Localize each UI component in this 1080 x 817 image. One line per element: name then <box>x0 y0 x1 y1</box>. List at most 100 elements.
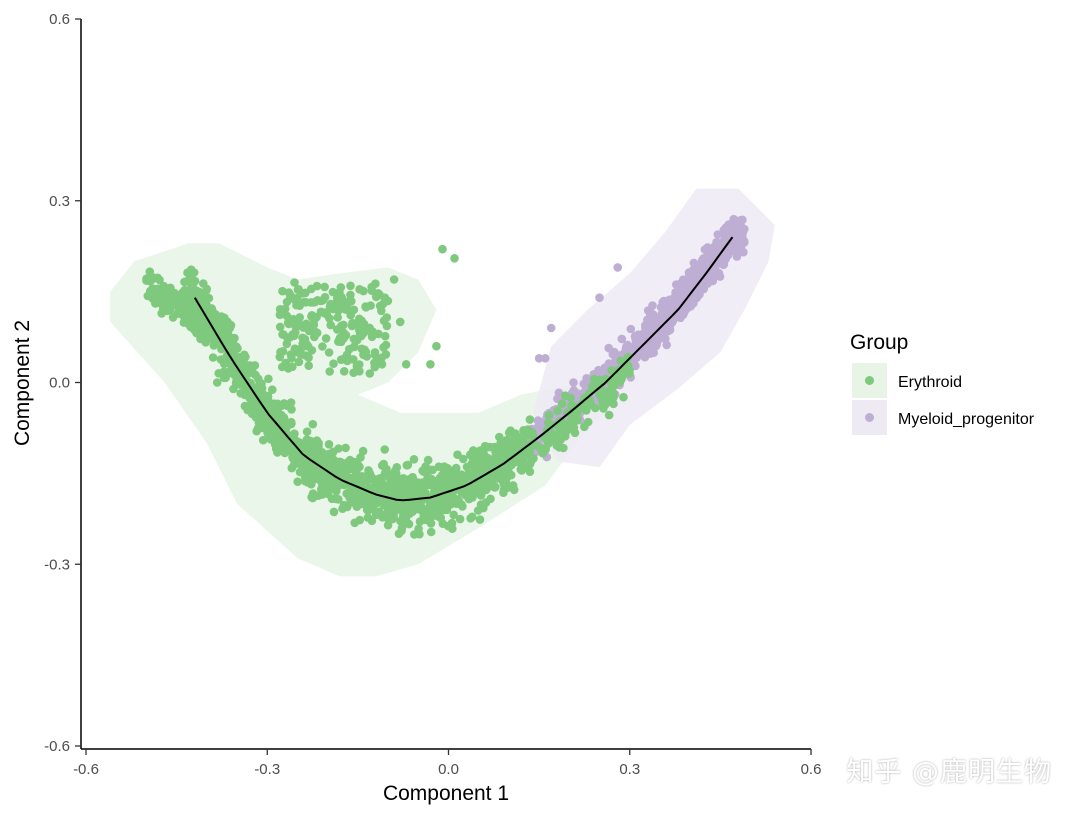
point-erythroid <box>223 317 232 327</box>
point-erythroid <box>275 322 285 332</box>
point-erythroid <box>529 454 538 463</box>
point-erythroid <box>339 320 348 330</box>
point-erythroid <box>607 366 616 375</box>
point-erythroid <box>312 281 322 291</box>
point-erythroid <box>382 464 391 474</box>
legend-marker-erythroid <box>865 376 874 385</box>
point-erythroid <box>342 459 351 469</box>
point-erythroid <box>268 385 277 395</box>
point-erythroid <box>159 281 168 291</box>
point-myeloid <box>723 250 733 260</box>
point-myeloid <box>641 329 651 339</box>
point-erythroid <box>451 463 461 473</box>
point-erythroid <box>379 343 388 352</box>
point-erythroid <box>194 287 203 297</box>
point-erythroid <box>321 334 331 343</box>
point-erythroid <box>435 513 445 522</box>
point-erythroid <box>604 410 614 420</box>
point-erythroid <box>175 303 184 313</box>
point-erythroid <box>361 303 371 312</box>
point-erythroid <box>450 253 459 263</box>
point-erythroid <box>186 279 196 288</box>
point-erythroid <box>268 417 278 426</box>
point-erythroid <box>353 460 363 470</box>
legend-title: Group <box>850 331 908 354</box>
x-tick-label: 0.0 <box>438 761 459 778</box>
point-myeloid <box>534 354 544 363</box>
point-erythroid <box>389 503 399 512</box>
point-erythroid <box>224 339 233 349</box>
point-erythroid <box>346 290 355 300</box>
point-erythroid <box>455 514 465 524</box>
point-erythroid <box>619 392 628 402</box>
point-erythroid <box>424 465 433 474</box>
point-erythroid <box>383 520 393 530</box>
point-erythroid <box>193 325 203 335</box>
point-erythroid <box>301 288 310 298</box>
x-tick-label: -0.6 <box>73 761 99 778</box>
point-erythroid <box>337 293 346 302</box>
point-myeloid <box>680 299 690 308</box>
point-erythroid <box>370 350 380 360</box>
point-erythroid <box>554 428 564 438</box>
point-erythroid <box>280 304 290 314</box>
point-myeloid <box>723 230 732 240</box>
point-erythroid <box>279 330 288 339</box>
point-erythroid <box>623 352 633 362</box>
point-erythroid <box>609 399 618 409</box>
point-erythroid <box>349 342 359 352</box>
point-erythroid <box>421 515 431 525</box>
point-erythroid <box>414 500 424 509</box>
point-erythroid <box>269 432 278 441</box>
point-erythroid <box>199 294 208 304</box>
point-erythroid <box>336 283 346 292</box>
point-erythroid <box>445 493 455 503</box>
point-erythroid <box>491 482 500 492</box>
point-erythroid <box>414 524 423 534</box>
point-erythroid <box>494 444 504 454</box>
point-erythroid <box>388 514 397 524</box>
point-erythroid <box>211 310 220 319</box>
point-myeloid <box>540 354 550 363</box>
point-erythroid <box>375 301 385 311</box>
point-myeloid <box>738 236 747 246</box>
point-erythroid <box>508 481 518 490</box>
point-erythroid <box>262 420 271 430</box>
point-myeloid <box>617 334 627 344</box>
point-erythroid <box>318 295 328 305</box>
point-erythroid <box>544 410 554 420</box>
point-erythroid <box>333 313 343 322</box>
point-myeloid <box>639 346 648 355</box>
point-erythroid <box>476 490 486 500</box>
point-myeloid <box>736 243 746 253</box>
point-erythroid <box>398 481 407 490</box>
point-erythroid <box>413 484 422 493</box>
x-tick-label: 0.6 <box>801 761 822 778</box>
point-erythroid <box>419 507 428 516</box>
y-tick-label: 0.0 <box>49 375 70 392</box>
point-myeloid <box>546 323 556 333</box>
point-erythroid <box>553 439 563 449</box>
hull-erythroid <box>110 243 618 577</box>
point-erythroid <box>343 356 352 366</box>
point-erythroid <box>478 478 488 488</box>
point-erythroid <box>289 314 298 324</box>
point-erythroid <box>306 479 316 489</box>
point-erythroid <box>307 312 316 321</box>
point-myeloid <box>626 324 636 334</box>
point-erythroid <box>290 278 299 287</box>
point-myeloid <box>661 334 670 344</box>
point-myeloid <box>689 258 699 268</box>
point-erythroid <box>275 310 285 320</box>
point-erythroid <box>432 341 441 351</box>
point-erythroid <box>273 448 282 457</box>
point-erythroid <box>308 419 318 429</box>
point-erythroid <box>233 344 242 353</box>
point-erythroid <box>439 505 448 515</box>
point-erythroid <box>388 486 397 496</box>
point-erythroid <box>403 460 413 470</box>
point-erythroid <box>462 462 472 472</box>
point-myeloid <box>569 378 578 387</box>
point-myeloid <box>643 306 653 315</box>
point-erythroid <box>557 399 567 409</box>
